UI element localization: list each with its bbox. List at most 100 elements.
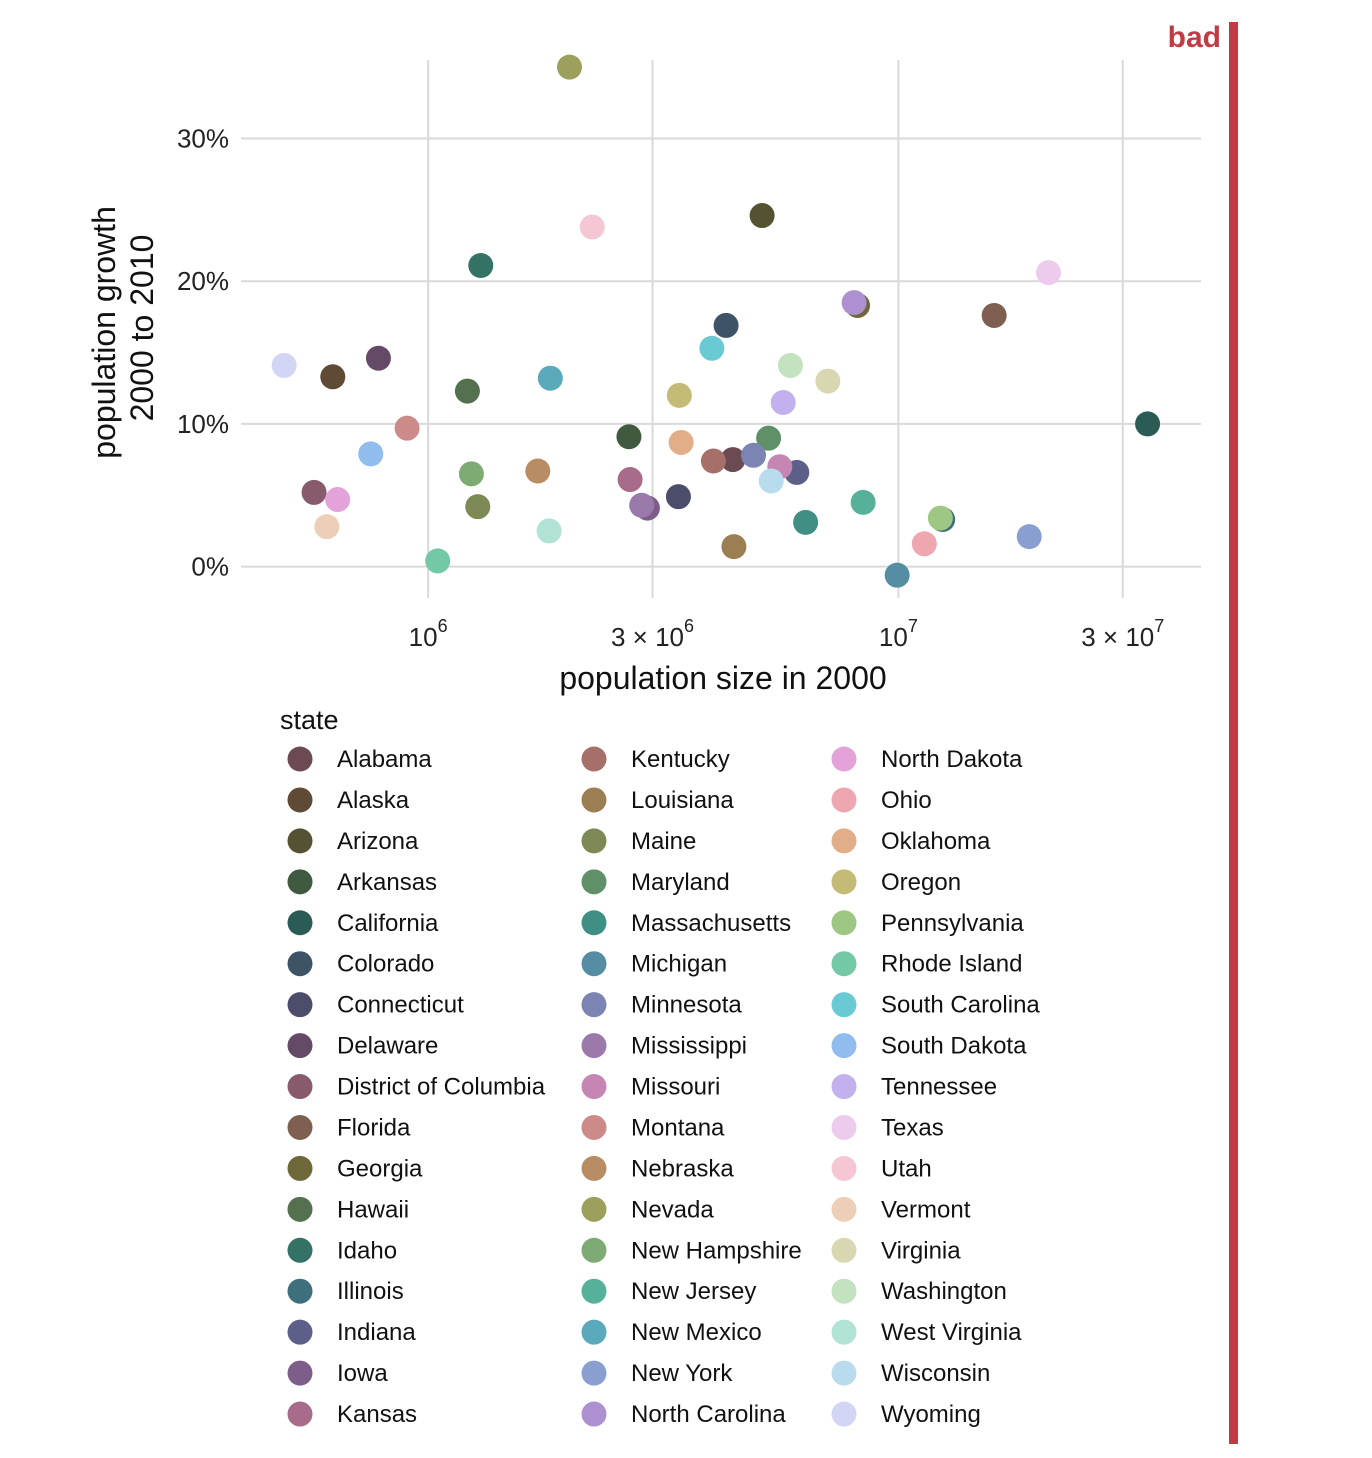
data-point-west-virginia xyxy=(536,518,562,544)
legend-swatch xyxy=(287,1114,313,1140)
legend-swatch xyxy=(287,951,313,977)
legend-swatch xyxy=(831,787,857,813)
legend-swatch xyxy=(287,1237,313,1263)
legend-label: Louisiana xyxy=(631,787,734,814)
legend-label: Arizona xyxy=(337,828,419,855)
legend-swatch xyxy=(831,1360,857,1386)
data-point-new-hampshire xyxy=(458,461,484,487)
legend-swatch xyxy=(831,1278,857,1304)
legend-label: Utah xyxy=(881,1155,932,1182)
legend-label: Delaware xyxy=(337,1033,438,1060)
legend-label: Kentucky xyxy=(631,746,730,773)
legend-label: Pennsylvania xyxy=(881,910,1024,937)
legend-label: Indiana xyxy=(337,1319,416,1346)
legend-label: Tennessee xyxy=(881,1074,997,1101)
data-point-pennsylvania xyxy=(927,505,953,531)
data-point-ohio xyxy=(911,531,937,557)
legend-label: Arkansas xyxy=(337,869,437,896)
legend-swatch xyxy=(287,1155,313,1181)
y-tick-label: 30% xyxy=(177,123,229,153)
legend-label: Michigan xyxy=(631,951,727,978)
legend-label: New Mexico xyxy=(631,1319,762,1346)
legend-label: Alaska xyxy=(337,787,410,814)
legend-label: Minnesota xyxy=(631,992,742,1019)
legend-swatch xyxy=(581,1278,607,1304)
data-point-minnesota xyxy=(741,442,767,468)
x-tick-exponent: 6 xyxy=(438,616,448,636)
data-point-washington xyxy=(777,352,803,378)
legend-label: Washington xyxy=(881,1278,1007,1305)
y-tick-label: 20% xyxy=(177,266,229,296)
legend-swatch xyxy=(287,1074,313,1100)
data-point-arizona xyxy=(749,203,775,229)
data-point-delaware xyxy=(365,345,391,371)
legend-label: Montana xyxy=(631,1114,725,1141)
legend-label: Maryland xyxy=(631,869,730,896)
data-point-utah xyxy=(579,214,605,240)
legend-label: Alabama xyxy=(337,746,432,773)
legend-swatch xyxy=(287,1196,313,1222)
legend-swatch xyxy=(287,1033,313,1059)
legend-swatch xyxy=(581,951,607,977)
data-point-oregon xyxy=(666,382,692,408)
legend: state Alabama Alaska Arizona Arkansas Califo… xyxy=(280,705,1040,1428)
legend-label: Rhode Island xyxy=(881,951,1022,978)
legend-label: Maine xyxy=(631,828,696,855)
legend-label: Missouri xyxy=(631,1074,720,1101)
legend-swatch xyxy=(831,746,857,772)
data-point-oklahoma xyxy=(668,429,694,455)
data-point-vermont xyxy=(314,514,340,540)
legend-swatch xyxy=(287,1278,313,1304)
data-point-north-dakota xyxy=(325,487,351,513)
legend-label: Mississippi xyxy=(631,1033,747,1060)
legend-swatch xyxy=(831,1401,857,1427)
legend-swatch xyxy=(287,992,313,1018)
legend-swatch xyxy=(831,1196,857,1222)
data-point-maryland xyxy=(756,425,782,451)
x-tick-label: 3 × 106 xyxy=(611,616,694,652)
x-tick-base: 10 xyxy=(1125,622,1154,652)
data-point-texas xyxy=(1035,260,1061,286)
legend-label: Wisconsin xyxy=(881,1360,990,1387)
data-point-kentucky xyxy=(700,448,726,474)
legend-label: Idaho xyxy=(337,1237,397,1264)
data-point-michigan xyxy=(884,562,910,588)
legend-swatch xyxy=(831,1033,857,1059)
legend-swatch xyxy=(831,1074,857,1100)
data-point-florida xyxy=(981,302,1007,328)
x-tick-coef: 3 × xyxy=(1081,622,1125,652)
legend-swatch xyxy=(581,1155,607,1181)
legend-swatch xyxy=(831,992,857,1018)
legend-swatch xyxy=(287,787,313,813)
data-points xyxy=(271,54,1161,588)
legend-swatch xyxy=(581,1033,607,1059)
legend-swatch xyxy=(581,1360,607,1386)
data-point-california xyxy=(1135,411,1161,437)
data-point-new-york xyxy=(1016,524,1042,550)
legend-swatch xyxy=(287,869,313,895)
legend-label: North Carolina xyxy=(631,1401,786,1428)
legend-swatch xyxy=(581,746,607,772)
data-point-montana xyxy=(394,415,420,441)
legend-label: Ohio xyxy=(881,787,932,814)
legend-swatch xyxy=(831,910,857,936)
legend-swatch xyxy=(581,828,607,854)
x-axis-title: population size in 2000 xyxy=(559,660,886,696)
x-tick-coef: 3 × xyxy=(611,622,655,652)
legend-label: Wyoming xyxy=(881,1401,981,1428)
legend-label: Illinois xyxy=(337,1278,404,1305)
legend-label: Vermont xyxy=(881,1196,971,1223)
legend-label: Iowa xyxy=(337,1360,388,1387)
data-point-rhode-island xyxy=(425,548,451,574)
legend-label: District of Columbia xyxy=(337,1074,546,1101)
bad-indicator-bar xyxy=(1229,22,1238,1444)
data-point-south-dakota xyxy=(358,441,384,467)
data-point-wyoming xyxy=(271,352,297,378)
legend-label: Massachusetts xyxy=(631,910,791,937)
legend-swatch xyxy=(831,951,857,977)
data-point-new-mexico xyxy=(537,365,563,391)
data-point-wisconsin xyxy=(758,468,784,494)
legend-label: Florida xyxy=(337,1114,411,1141)
data-point-south-carolina xyxy=(699,335,725,361)
legend-swatch xyxy=(581,910,607,936)
